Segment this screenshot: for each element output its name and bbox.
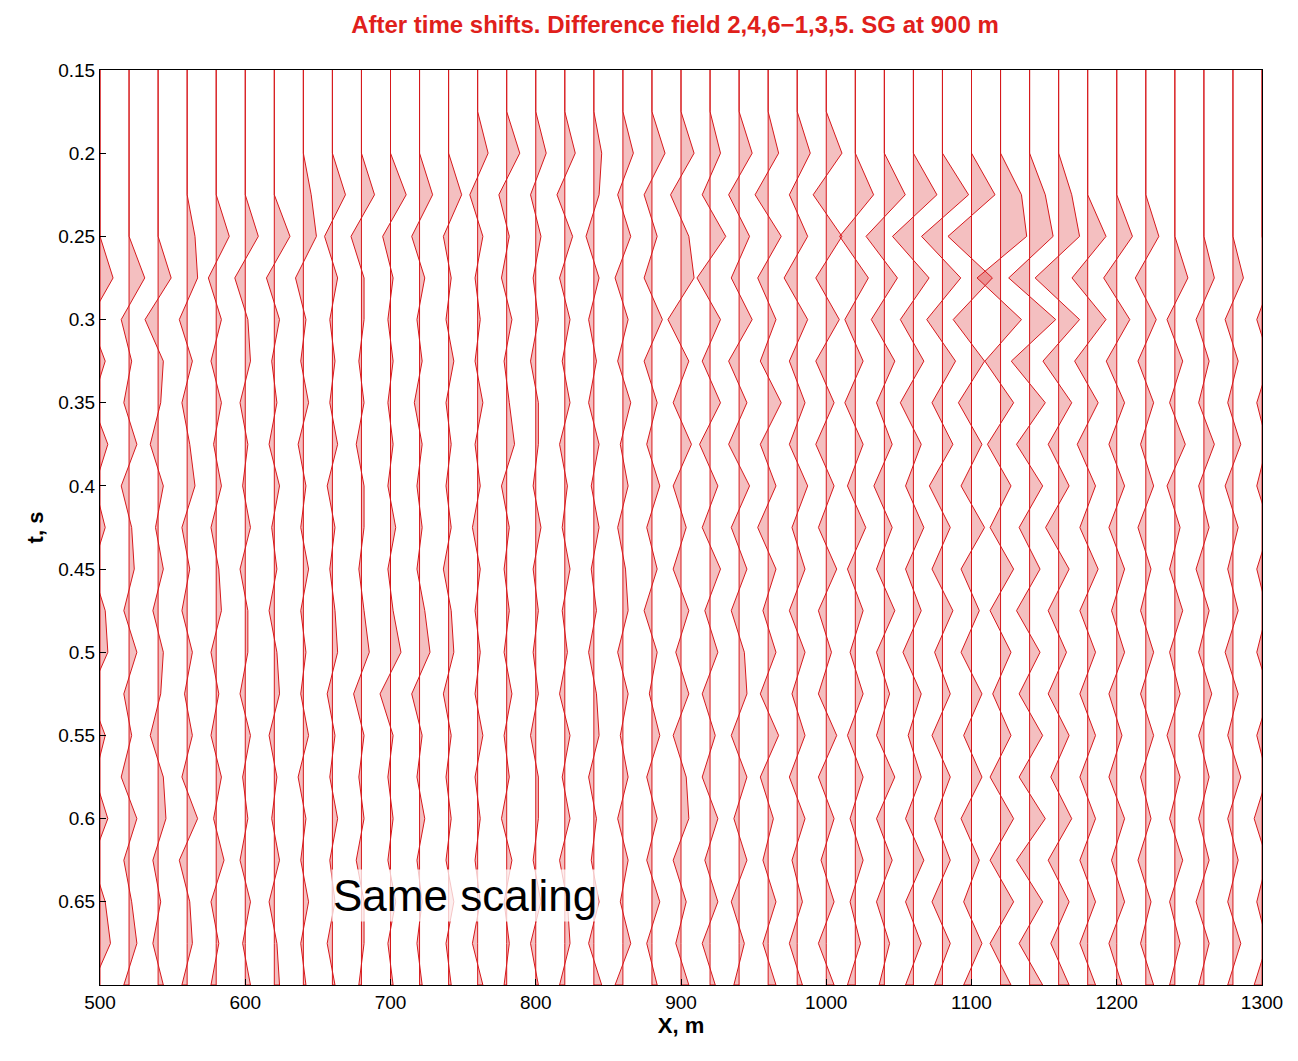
svg-text:1000: 1000 — [805, 992, 847, 1013]
svg-text:0.4: 0.4 — [69, 476, 96, 497]
svg-text:0.35: 0.35 — [58, 392, 95, 413]
svg-text:0.65: 0.65 — [58, 891, 95, 912]
svg-text:1100: 1100 — [951, 992, 992, 1013]
svg-text:0.15: 0.15 — [58, 60, 95, 81]
svg-text:500: 500 — [84, 992, 116, 1013]
svg-text:0.3: 0.3 — [69, 309, 95, 330]
svg-text:X, m: X, m — [658, 1013, 704, 1038]
svg-text:1200: 1200 — [1096, 992, 1138, 1013]
svg-text:0.2: 0.2 — [69, 143, 95, 164]
svg-text:0.6: 0.6 — [69, 808, 95, 829]
svg-text:1300: 1300 — [1241, 992, 1283, 1013]
svg-text:After time shifts. Difference: After time shifts. Difference field 2,4,… — [351, 11, 999, 38]
svg-text:0.55: 0.55 — [58, 725, 95, 746]
svg-text:700: 700 — [375, 992, 407, 1013]
svg-text:0.5: 0.5 — [69, 642, 95, 663]
svg-text:600: 600 — [229, 992, 261, 1013]
svg-text:900: 900 — [665, 992, 697, 1013]
svg-text:Same scaling: Same scaling — [333, 871, 597, 920]
svg-text:800: 800 — [520, 992, 552, 1013]
svg-text:t, s: t, s — [23, 512, 48, 544]
svg-text:0.25: 0.25 — [58, 226, 95, 247]
svg-text:0.45: 0.45 — [58, 559, 95, 580]
